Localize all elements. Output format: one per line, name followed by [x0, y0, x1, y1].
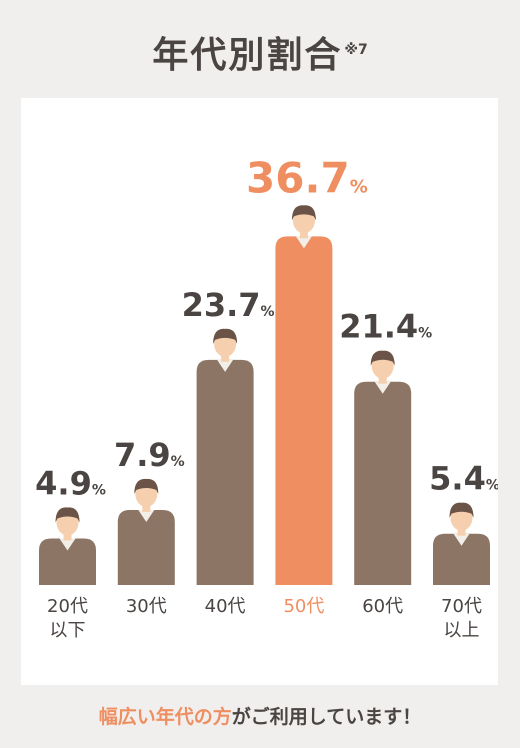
category-label: 20代以下 [47, 596, 88, 641]
bar-group [275, 205, 333, 585]
bar [39, 538, 96, 585]
category-label: 50代 [283, 596, 324, 617]
value-number: 5.4 [429, 460, 486, 498]
chart-title-text: 年代別割合 [152, 35, 343, 76]
neck-shape [378, 375, 387, 384]
collar-shape [453, 533, 470, 546]
category-label-line: 70代 [441, 596, 482, 617]
category-label-line: 20代 [47, 596, 88, 617]
bar [275, 236, 333, 585]
category-label: 70代以上 [441, 596, 482, 641]
chart-title: 年代別割合 ※7 [0, 26, 520, 78]
category-label-line: 以下 [50, 620, 86, 641]
neck-shape [63, 532, 72, 541]
hair-shape [449, 502, 474, 518]
footer-highlight: 幅広い年代の方 [98, 706, 232, 728]
footer-caption: 幅広い年代の方がご利用しています！ [0, 702, 520, 729]
bar-group [196, 328, 254, 585]
value-unit: % [350, 176, 368, 197]
neck-shape [221, 353, 230, 362]
neck-shape [299, 230, 308, 239]
value-number: 7.9 [114, 436, 171, 474]
bar [117, 509, 175, 585]
value-number: 4.9 [35, 464, 92, 502]
bar [196, 359, 254, 585]
footnote-mark: ※7 [344, 42, 368, 58]
category-label-line: 50代 [283, 596, 324, 617]
bar-chart: 4.9% 20代以下 7.9% 30代 23.7% 40代 36.7% 50代 21.4% 60代… [35, 153, 498, 641]
value-number: 23.7 [182, 286, 261, 324]
bar-group [433, 502, 490, 585]
category-label-line: 40代 [205, 596, 246, 617]
collar-shape [374, 381, 391, 394]
value-unit: % [171, 454, 185, 470]
category-label: 60代 [362, 596, 403, 617]
value-number: 21.4 [339, 308, 418, 346]
category-label: 40代 [205, 596, 246, 617]
hair-shape [370, 350, 395, 366]
category-label-line: 以上 [444, 620, 480, 641]
hair-shape [291, 205, 316, 221]
value-label: 21.4% [339, 308, 432, 346]
value-unit: % [261, 304, 275, 320]
value-unit: % [92, 482, 106, 498]
value-unit: % [418, 326, 432, 342]
collar-shape [138, 509, 155, 522]
bar-group [39, 507, 96, 585]
bar-group [117, 478, 175, 585]
bar [354, 381, 412, 585]
bar-group [354, 350, 412, 585]
neck-shape [457, 527, 466, 536]
value-label: 4.9% [35, 464, 106, 502]
category-label-line: 60代 [362, 596, 403, 617]
category-label-line: 30代 [126, 596, 167, 617]
hair-shape [213, 328, 238, 344]
collar-shape [295, 236, 312, 249]
bar [433, 533, 490, 585]
value-label: 7.9% [114, 436, 185, 474]
value-label: 36.7% [246, 153, 368, 202]
hair-shape [55, 507, 80, 523]
collar-shape [59, 538, 76, 551]
value-number: 36.7 [246, 153, 350, 202]
hair-shape [134, 478, 159, 494]
value-label: 23.7% [182, 286, 275, 324]
value-label: 5.4% [429, 460, 498, 498]
neck-shape [142, 503, 151, 512]
category-label: 30代 [126, 596, 167, 617]
value-unit: % [486, 478, 498, 494]
footer-text: がご利用しています！ [231, 706, 422, 728]
collar-shape [217, 359, 234, 372]
chart-panel: 4.9% 20代以下 7.9% 30代 23.7% 40代 36.7% 50代 21.4% 60代… [21, 98, 498, 685]
